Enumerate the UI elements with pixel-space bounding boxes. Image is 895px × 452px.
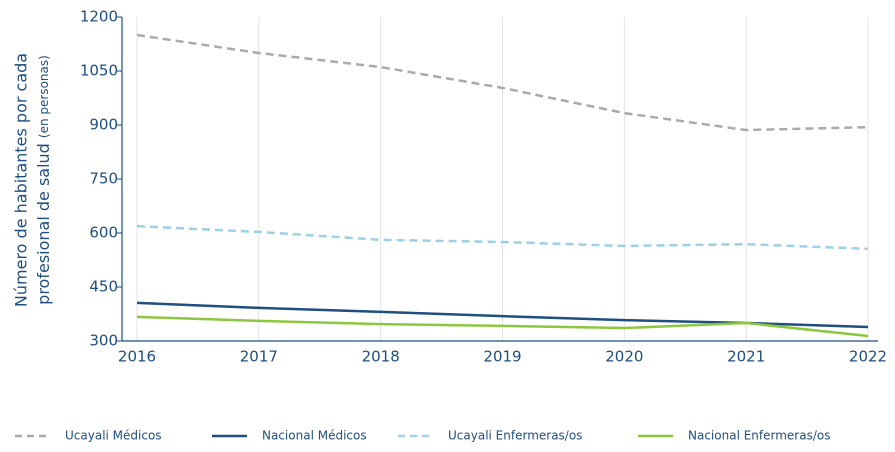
legend-label: Nacional Médicos <box>262 429 367 443</box>
line-series <box>136 33 869 132</box>
y-tick-label: 900 <box>89 116 118 134</box>
x-tick-label: 2020 <box>605 348 643 366</box>
x-tick-label: 2019 <box>483 348 521 366</box>
legend-label: Ucayali Médicos <box>65 429 162 443</box>
x-tick-label: 2021 <box>727 348 765 366</box>
x-tick-label: 2016 <box>118 348 156 366</box>
legend-label: Ucayali Enfermeras/os <box>448 429 582 443</box>
line-series <box>136 315 869 338</box>
y-tick-label: 450 <box>89 278 118 296</box>
y-axis-label-main: profesional de salud <box>34 143 53 305</box>
y-tick-label: 600 <box>89 224 118 242</box>
line-series <box>136 224 869 251</box>
y-axis-label: Número de habitantes por cada <box>12 53 31 307</box>
x-tick-label: 2017 <box>240 348 278 366</box>
y-tick-label: 1200 <box>80 8 118 26</box>
y-axis-label-note: (en personas) <box>37 55 51 138</box>
y-tick-label: 300 <box>89 332 118 350</box>
y-tick-label: 750 <box>89 170 118 188</box>
legend-label: Nacional Enfermeras/os <box>688 429 830 443</box>
x-tick-label: 2018 <box>362 348 400 366</box>
y-tick-label: 1050 <box>80 62 118 80</box>
x-tick-label: 2022 <box>849 348 887 366</box>
y-axis-label: profesional de salud (en personas) <box>34 55 53 305</box>
